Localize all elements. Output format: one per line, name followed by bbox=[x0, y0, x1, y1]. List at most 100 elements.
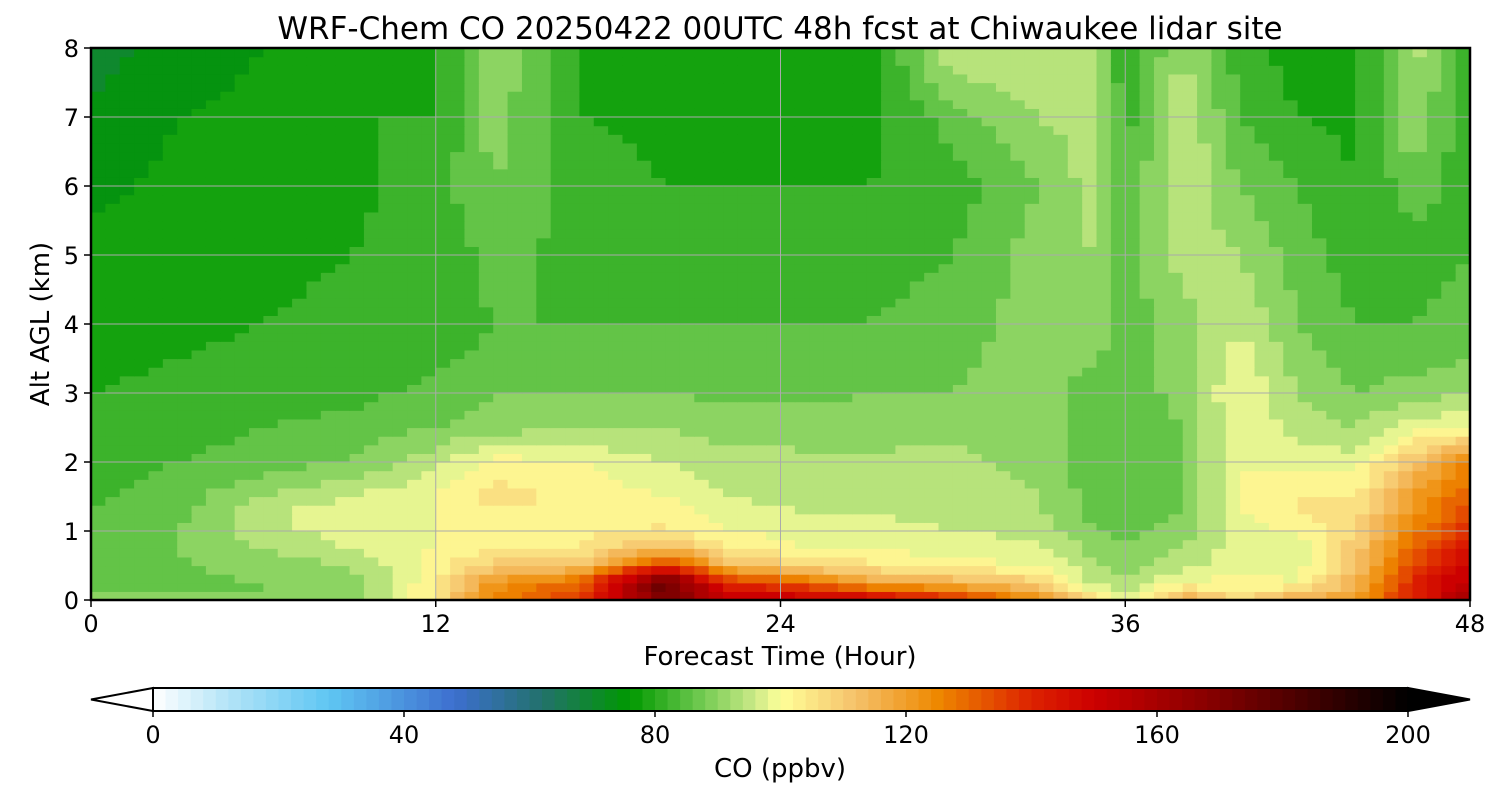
contour-cell bbox=[536, 522, 552, 532]
contour-cell bbox=[593, 289, 609, 299]
contour-cell bbox=[306, 272, 322, 282]
contour-cell bbox=[263, 349, 279, 360]
contour-cell bbox=[134, 255, 150, 265]
contour-cell bbox=[1096, 427, 1112, 437]
contour-cell bbox=[723, 462, 738, 472]
contour-cell bbox=[119, 280, 135, 291]
contour-cell bbox=[1082, 375, 1098, 385]
contour-cell bbox=[952, 479, 968, 489]
contour-cell bbox=[579, 211, 595, 222]
contour-cell bbox=[1426, 453, 1442, 463]
contour-cell bbox=[751, 246, 767, 256]
contour-cell bbox=[493, 436, 509, 446]
contour-cell bbox=[1268, 453, 1284, 463]
contour-cell bbox=[306, 220, 322, 230]
contour-cell bbox=[105, 505, 121, 515]
contour-cell bbox=[995, 186, 1011, 196]
contour-cell bbox=[1383, 487, 1399, 498]
contour-cell bbox=[952, 358, 968, 368]
contour-cell bbox=[521, 522, 537, 532]
contour-cell bbox=[780, 246, 796, 256]
contour-cell bbox=[407, 246, 422, 256]
contour-cell bbox=[938, 436, 954, 446]
contour-cell bbox=[794, 522, 810, 532]
contour-cell bbox=[967, 177, 983, 187]
contour-cell bbox=[349, 211, 365, 222]
contour-cell bbox=[1383, 289, 1399, 299]
contour-cell bbox=[521, 160, 537, 170]
contour-cell bbox=[1211, 513, 1227, 523]
contour-cell bbox=[464, 444, 480, 454]
contour-cell bbox=[1254, 324, 1270, 334]
contour-cell bbox=[981, 462, 997, 472]
contour-cell bbox=[1096, 479, 1112, 489]
contour-cell bbox=[895, 211, 911, 222]
contour-cell bbox=[1383, 539, 1399, 549]
contour-cell bbox=[191, 324, 207, 334]
contour-cell bbox=[407, 375, 422, 385]
contour-cell bbox=[450, 246, 466, 256]
contour-cell bbox=[1096, 375, 1112, 385]
contour-cell bbox=[1225, 203, 1241, 213]
contour-cell bbox=[1455, 255, 1471, 265]
contour-cell bbox=[191, 168, 207, 178]
contour-cell bbox=[335, 289, 351, 299]
contour-cell bbox=[1139, 470, 1155, 480]
contour-cell bbox=[536, 220, 552, 230]
contour-cell bbox=[881, 349, 897, 360]
contour-cell bbox=[1398, 168, 1414, 178]
contour-cell bbox=[220, 513, 236, 523]
contour-cell bbox=[493, 186, 509, 196]
contour-cell bbox=[105, 513, 121, 523]
contour-cell bbox=[1383, 332, 1399, 342]
contour-cell bbox=[493, 539, 509, 549]
contour-cell bbox=[608, 160, 624, 170]
contour-cell bbox=[1067, 582, 1083, 592]
contour-cell bbox=[1153, 324, 1169, 334]
contour-cell bbox=[1082, 470, 1098, 480]
contour-cell bbox=[1441, 513, 1457, 523]
contour-cell bbox=[1355, 272, 1371, 282]
contour-cell bbox=[593, 505, 609, 515]
contour-cell bbox=[421, 444, 437, 454]
contour-cell bbox=[967, 151, 983, 161]
contour-cell bbox=[292, 211, 308, 222]
contour-cell bbox=[1283, 358, 1299, 368]
contour-cell bbox=[148, 531, 164, 541]
contour-cell bbox=[995, 220, 1011, 230]
contour-cell bbox=[1340, 332, 1356, 342]
contour-cell bbox=[1053, 324, 1069, 334]
contour-cell bbox=[1024, 453, 1040, 463]
contour-cell bbox=[435, 582, 451, 592]
contour-cell bbox=[1369, 151, 1385, 161]
contour-cell bbox=[148, 211, 164, 222]
contour-cell bbox=[335, 151, 351, 161]
contour-cell bbox=[1311, 487, 1327, 498]
contour-cell bbox=[363, 229, 379, 239]
contour-cell bbox=[1096, 203, 1112, 213]
contour-cell bbox=[435, 513, 451, 523]
contour-cell bbox=[363, 289, 379, 299]
contour-cell bbox=[1211, 194, 1227, 204]
contour-cell bbox=[249, 367, 264, 377]
contour-cell bbox=[1383, 496, 1399, 506]
contour-cell bbox=[392, 513, 408, 523]
contour-cell bbox=[1053, 591, 1069, 601]
contour-cell bbox=[708, 487, 724, 498]
contour-cell bbox=[421, 531, 437, 541]
contour-cell bbox=[565, 255, 580, 265]
contour-cell bbox=[1441, 565, 1457, 575]
contour-cell bbox=[852, 522, 868, 532]
contour-cell bbox=[952, 255, 968, 265]
contour-cell bbox=[1053, 237, 1069, 247]
contour-cell bbox=[306, 565, 322, 575]
contour-cell bbox=[1125, 298, 1141, 308]
contour-cell bbox=[751, 272, 767, 282]
contour-cell bbox=[119, 418, 135, 429]
contour-cell bbox=[679, 496, 695, 506]
contour-cell bbox=[809, 203, 825, 213]
contour-cell bbox=[1383, 341, 1399, 351]
contour-cell bbox=[349, 496, 365, 506]
contour-cell bbox=[1441, 246, 1457, 256]
contour-cell bbox=[320, 522, 336, 532]
